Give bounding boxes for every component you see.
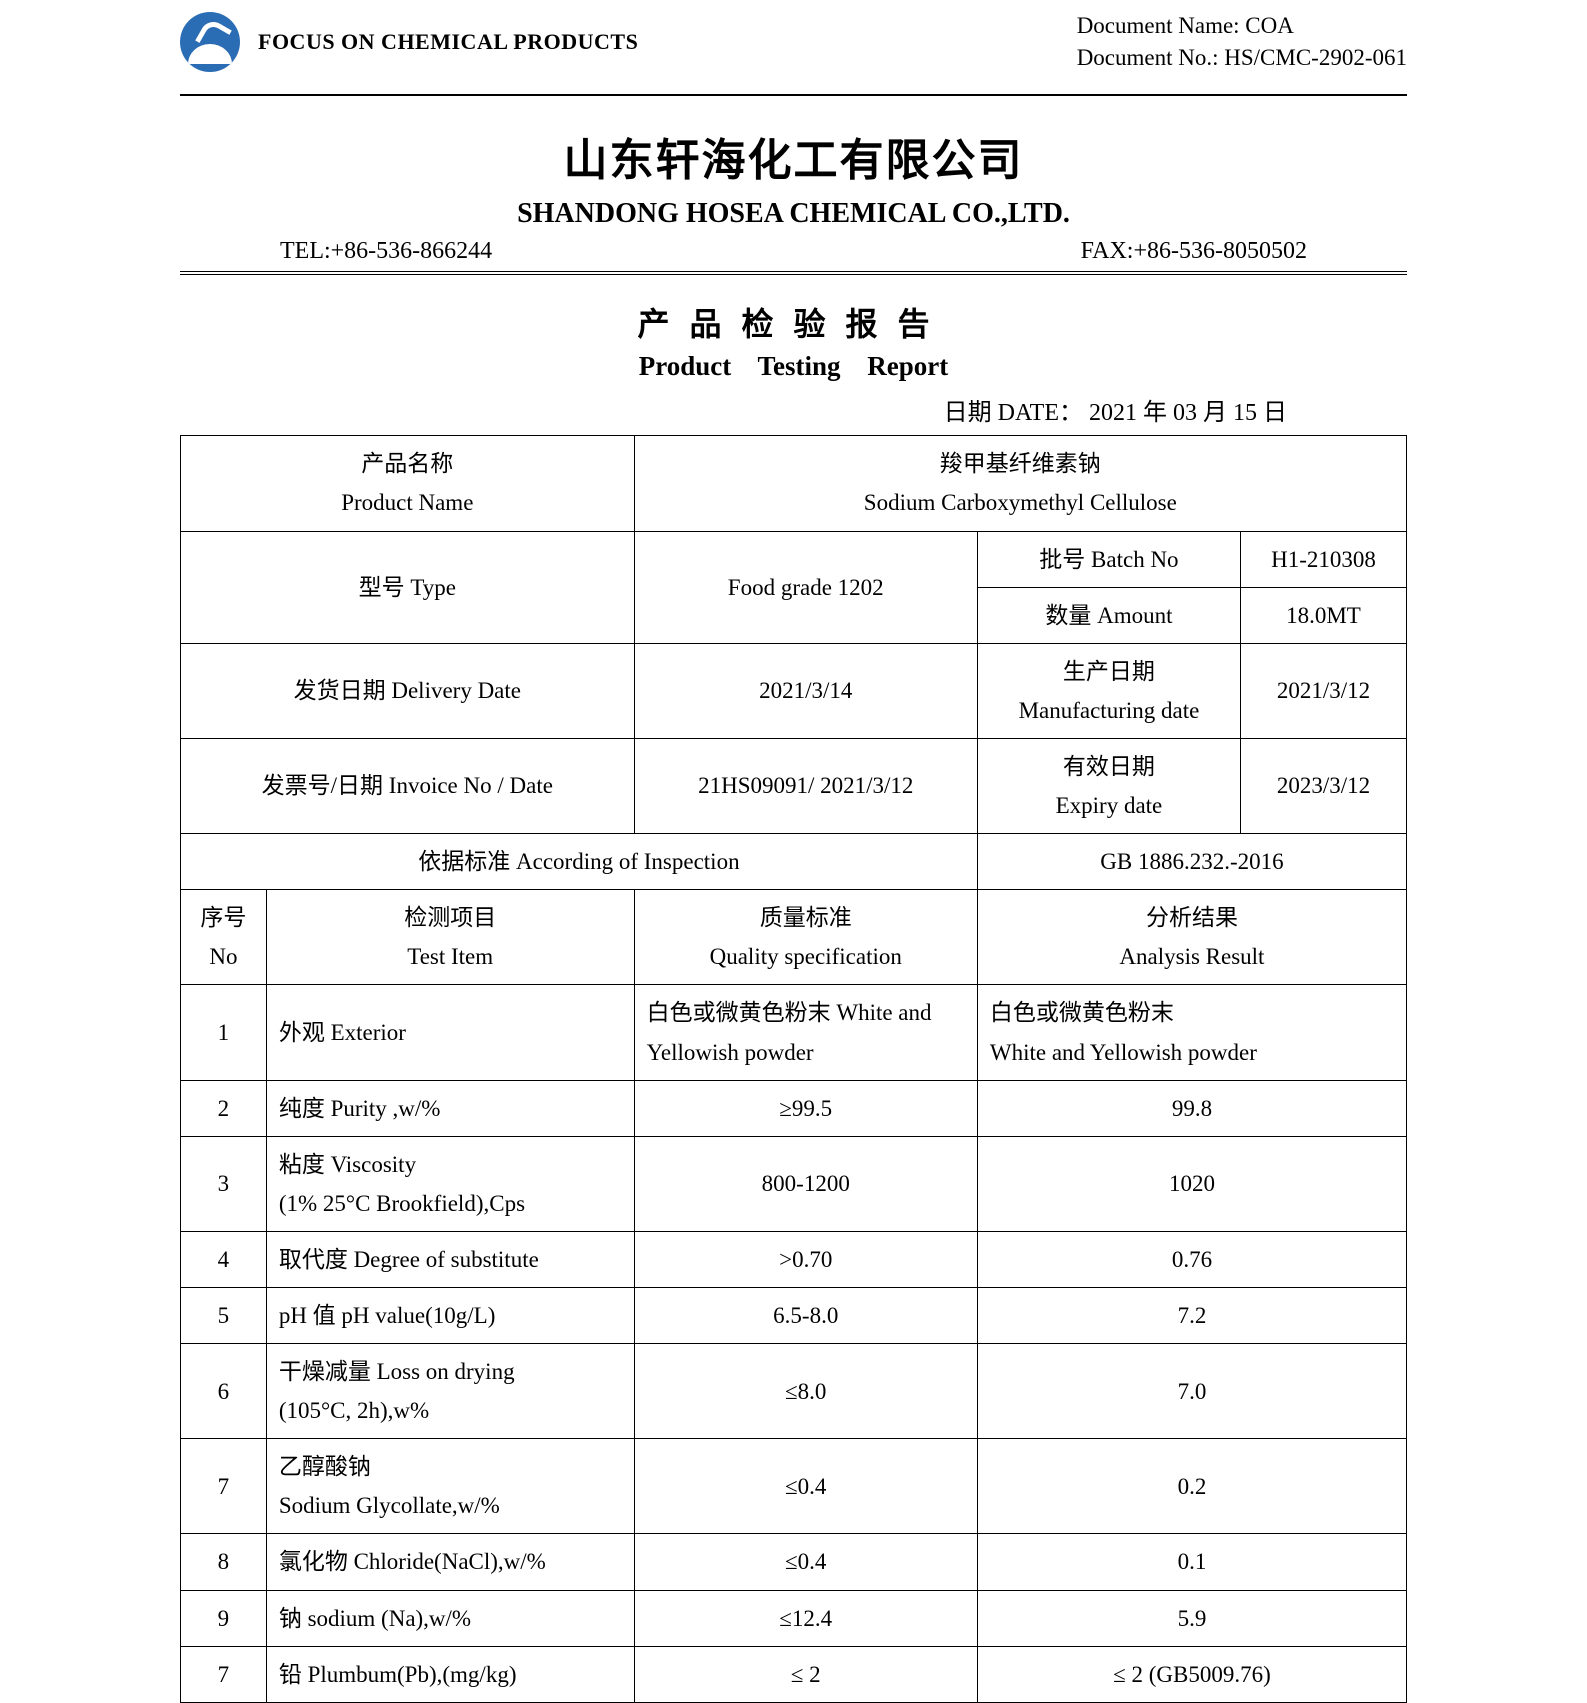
table-row: 发票号/日期 Invoice No / Date 21HS09091/ 2021… bbox=[181, 738, 1407, 833]
cell-result: 7.2 bbox=[977, 1287, 1406, 1343]
cell-no: 9 bbox=[181, 1590, 267, 1646]
cell-no: 8 bbox=[181, 1534, 267, 1590]
cell-spec: >0.70 bbox=[634, 1231, 977, 1287]
cell-item: pH 值 pH value(10g/L) bbox=[266, 1287, 634, 1343]
cell-no: 5 bbox=[181, 1287, 267, 1343]
report-title-en: Product Testing Report bbox=[180, 351, 1407, 382]
invoice-value: 21HS09091/ 2021/3/12 bbox=[634, 738, 977, 833]
type-value: Food grade 1202 bbox=[634, 531, 977, 643]
table-row: 产品名称Product Name 羧甲基纤维素钠Sodium Carboxyme… bbox=[181, 436, 1407, 531]
logo-area: FOCUS ON CHEMICAL PRODUCTS bbox=[180, 12, 638, 72]
table-row: 型号 Type Food grade 1202 批号 Batch No H1-2… bbox=[181, 531, 1407, 587]
amount-value: 18.0MT bbox=[1240, 587, 1406, 643]
table-row: 2纯度 Purity ,w/%≥99.599.8 bbox=[181, 1080, 1407, 1136]
mfg-value: 2021/3/12 bbox=[1240, 643, 1406, 738]
company-logo-icon bbox=[180, 12, 240, 72]
expiry-value: 2023/3/12 bbox=[1240, 738, 1406, 833]
cell-result: 1020 bbox=[977, 1136, 1406, 1231]
expiry-label: 有效日期Expiry date bbox=[977, 738, 1240, 833]
table-row: 8氯化物 Chloride(NaCl),w/%≤0.40.1 bbox=[181, 1534, 1407, 1590]
table-row: 依据标准 According of Inspection GB 1886.232… bbox=[181, 834, 1407, 890]
cell-spec: ≤0.4 bbox=[634, 1534, 977, 1590]
cell-item: 纯度 Purity ,w/% bbox=[266, 1080, 634, 1136]
cell-no: 1 bbox=[181, 985, 267, 1080]
cell-no: 2 bbox=[181, 1080, 267, 1136]
cell-item: 粘度 Viscosity(1% 25°C Brookfield),Cps bbox=[266, 1136, 634, 1231]
cell-item: 干燥减量 Loss on drying(105°C, 2h),w% bbox=[266, 1344, 634, 1439]
doc-no: Document No.: HS/CMC-2902-061 bbox=[1077, 42, 1407, 74]
cell-no: 4 bbox=[181, 1231, 267, 1287]
cell-item: 取代度 Degree of substitute bbox=[266, 1231, 634, 1287]
standard-value: GB 1886.232.-2016 bbox=[977, 834, 1406, 890]
product-name-value: 羧甲基纤维素钠Sodium Carboxymethyl Cellulose bbox=[634, 436, 1406, 531]
col-item: 检测项目Test Item bbox=[266, 890, 634, 985]
cell-item: 乙醇酸钠Sodium Glycollate,w/% bbox=[266, 1439, 634, 1534]
cell-result: 白色或微黄色粉末White and Yellowish powder bbox=[977, 985, 1406, 1080]
cell-result: 0.76 bbox=[977, 1231, 1406, 1287]
cell-spec: ≤12.4 bbox=[634, 1590, 977, 1646]
col-result: 分析结果Analysis Result bbox=[977, 890, 1406, 985]
table-row: 6干燥减量 Loss on drying(105°C, 2h),w%≤8.07.… bbox=[181, 1344, 1407, 1439]
type-label: 型号 Type bbox=[181, 531, 635, 643]
batch-label: 批号 Batch No bbox=[977, 531, 1240, 587]
cell-item: 钠 sodium (Na),w/% bbox=[266, 1590, 634, 1646]
cell-result: 7.0 bbox=[977, 1344, 1406, 1439]
cell-result: 99.8 bbox=[977, 1080, 1406, 1136]
cell-no: 7 bbox=[181, 1439, 267, 1534]
table-row: 发货日期 Delivery Date 2021/3/14 生产日期Manufac… bbox=[181, 643, 1407, 738]
mfg-label: 生产日期Manufacturing date bbox=[977, 643, 1240, 738]
batch-value: H1-210308 bbox=[1240, 531, 1406, 587]
table-row: 7铅 Plumbum(Pb),(mg/kg)≤ 2≤ 2 (GB5009.76) bbox=[181, 1646, 1407, 1702]
delivery-value: 2021/3/14 bbox=[634, 643, 977, 738]
invoice-label: 发票号/日期 Invoice No / Date bbox=[181, 738, 635, 833]
table-row: 9钠 sodium (Na),w/%≤12.45.9 bbox=[181, 1590, 1407, 1646]
fax: FAX:+86-536-8050502 bbox=[1081, 238, 1307, 265]
tel: TEL:+86-536-866244 bbox=[280, 238, 492, 265]
cell-result: ≤ 2 (GB5009.76) bbox=[977, 1646, 1406, 1702]
divider bbox=[180, 94, 1407, 96]
cell-no: 7 bbox=[181, 1646, 267, 1702]
cell-item: 外观 Exterior bbox=[266, 985, 634, 1080]
cell-result: 5.9 bbox=[977, 1590, 1406, 1646]
company-name-cn: 山东轩海化工有限公司 bbox=[180, 124, 1407, 188]
table-row: 1外观 Exterior白色或微黄色粉末 White and Yellowish… bbox=[181, 985, 1407, 1080]
cell-no: 3 bbox=[181, 1136, 267, 1231]
cell-item: 氯化物 Chloride(NaCl),w/% bbox=[266, 1534, 634, 1590]
cell-item: 铅 Plumbum(Pb),(mg/kg) bbox=[266, 1646, 634, 1702]
tagline: FOCUS ON CHEMICAL PRODUCTS bbox=[258, 29, 638, 55]
table-row: 7乙醇酸钠Sodium Glycollate,w/%≤0.40.2 bbox=[181, 1439, 1407, 1534]
report-title-cn: 产品检验报告 bbox=[180, 299, 1407, 345]
contact-row: TEL:+86-536-866244 FAX:+86-536-8050502 bbox=[180, 238, 1407, 271]
delivery-label: 发货日期 Delivery Date bbox=[181, 643, 635, 738]
standard-label: 依据标准 According of Inspection bbox=[181, 834, 978, 890]
cell-result: 0.1 bbox=[977, 1534, 1406, 1590]
report-table: 产品名称Product Name 羧甲基纤维素钠Sodium Carboxyme… bbox=[180, 435, 1407, 1702]
header: FOCUS ON CHEMICAL PRODUCTS Document Name… bbox=[180, 0, 1407, 94]
col-no: 序号No bbox=[181, 890, 267, 985]
cell-spec: ≥99.5 bbox=[634, 1080, 977, 1136]
product-name-label: 产品名称Product Name bbox=[181, 436, 635, 531]
table-row: 序号No 检测项目Test Item 质量标准Quality specifica… bbox=[181, 890, 1407, 985]
cell-spec: 白色或微黄色粉末 White and Yellowish powder bbox=[634, 985, 977, 1080]
cell-spec: ≤8.0 bbox=[634, 1344, 977, 1439]
document-meta: Document Name: COA Document No.: HS/CMC-… bbox=[1077, 10, 1407, 74]
report-date: 日期 DATE： 2021 年 03 月 15 日 bbox=[180, 392, 1407, 427]
amount-label: 数量 Amount bbox=[977, 587, 1240, 643]
table-row: 5pH 值 pH value(10g/L)6.5-8.07.2 bbox=[181, 1287, 1407, 1343]
table-row: 3粘度 Viscosity(1% 25°C Brookfield),Cps800… bbox=[181, 1136, 1407, 1231]
table-row: 4取代度 Degree of substitute>0.700.76 bbox=[181, 1231, 1407, 1287]
cell-spec: ≤0.4 bbox=[634, 1439, 977, 1534]
cell-no: 6 bbox=[181, 1344, 267, 1439]
double-divider bbox=[180, 271, 1407, 275]
col-spec: 质量标准Quality specification bbox=[634, 890, 977, 985]
cell-spec: 6.5-8.0 bbox=[634, 1287, 977, 1343]
cell-spec: 800-1200 bbox=[634, 1136, 977, 1231]
cell-result: 0.2 bbox=[977, 1439, 1406, 1534]
company-name-en: SHANDONG HOSEA CHEMICAL CO.,LTD. bbox=[180, 198, 1407, 230]
doc-name: Document Name: COA bbox=[1077, 10, 1407, 42]
cell-spec: ≤ 2 bbox=[634, 1646, 977, 1702]
